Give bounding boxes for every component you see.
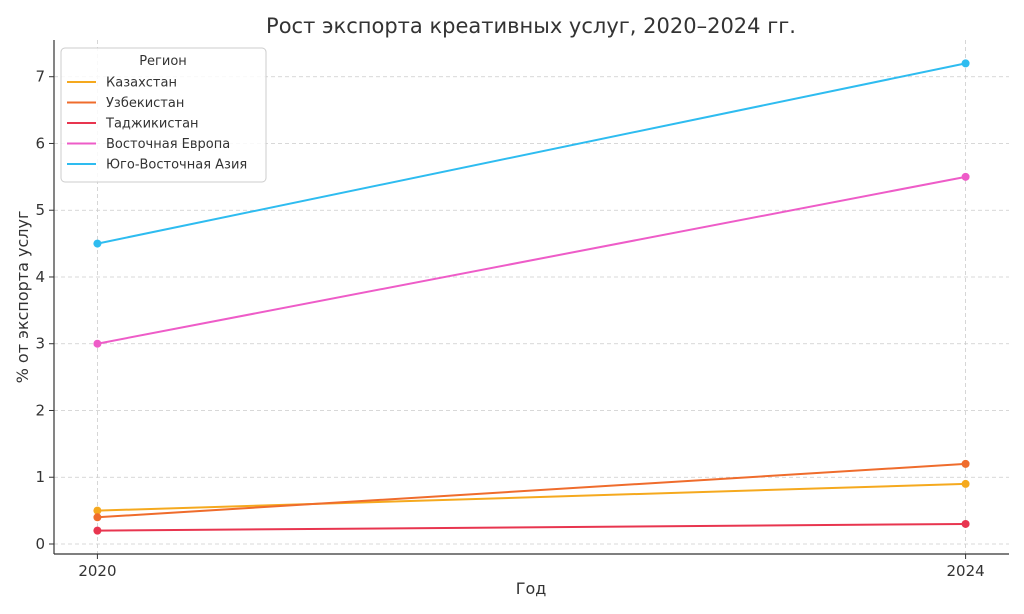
x-tick-label: 2020 bbox=[78, 562, 116, 580]
series-Восточная Европа bbox=[93, 172, 970, 348]
legend-label: Узбекистан bbox=[106, 96, 184, 111]
y-tick-label: 3 bbox=[35, 335, 45, 353]
x-axis-label: Год bbox=[516, 579, 547, 598]
series-Юго-Восточная Азия bbox=[93, 59, 970, 248]
data-point bbox=[93, 239, 102, 248]
series-Казахстан bbox=[93, 479, 970, 515]
series-line bbox=[97, 62, 966, 245]
data-point bbox=[961, 172, 970, 181]
y-tick-label: 2 bbox=[35, 401, 45, 419]
data-point bbox=[93, 513, 102, 522]
series-line bbox=[97, 462, 966, 519]
y-tick-label: 4 bbox=[35, 268, 45, 286]
y-tick-label: 0 bbox=[35, 535, 45, 553]
y-tick-label: 7 bbox=[35, 68, 45, 86]
legend-label: Казахстан bbox=[106, 76, 177, 91]
y-axis-label: % от экспорта услуг bbox=[13, 211, 32, 384]
x-tick-label: 2024 bbox=[946, 562, 984, 580]
series-line bbox=[97, 482, 966, 512]
legend-label: Юго-Восточная Азия bbox=[106, 158, 247, 173]
data-point bbox=[961, 519, 970, 528]
data-point bbox=[93, 339, 102, 348]
legend-items: Казахстан Узбекистан Таджикистан Восточная … bbox=[67, 76, 247, 173]
data-point bbox=[961, 59, 970, 68]
data-point bbox=[961, 459, 970, 468]
series-line bbox=[97, 175, 966, 345]
axis-ticks: 0 1 2 3 4 5 6 7 2020 2024 bbox=[35, 68, 984, 580]
data-point bbox=[93, 506, 102, 515]
series-Узбекистан bbox=[93, 459, 970, 522]
legend-label: Таджикистан bbox=[105, 117, 199, 132]
data-point bbox=[961, 479, 970, 488]
series-Таджикистан bbox=[93, 519, 970, 535]
legend-box bbox=[60, 47, 267, 183]
grid bbox=[54, 40, 1009, 554]
legend-label: Восточная Европа bbox=[106, 137, 230, 152]
data-point bbox=[93, 526, 102, 535]
legend-title: Регион bbox=[139, 54, 187, 69]
y-tick-label: 6 bbox=[35, 134, 45, 152]
legend: Регион Казахстан Узбекистан Таджикистан Вос… bbox=[60, 47, 267, 183]
y-tick-label: 1 bbox=[35, 468, 45, 486]
y-tick-label: 5 bbox=[35, 201, 45, 219]
series-lines bbox=[93, 59, 970, 535]
series-line bbox=[97, 522, 966, 532]
chart-title: Рост экспорта креативных услуг, 2020–202… bbox=[266, 14, 796, 38]
